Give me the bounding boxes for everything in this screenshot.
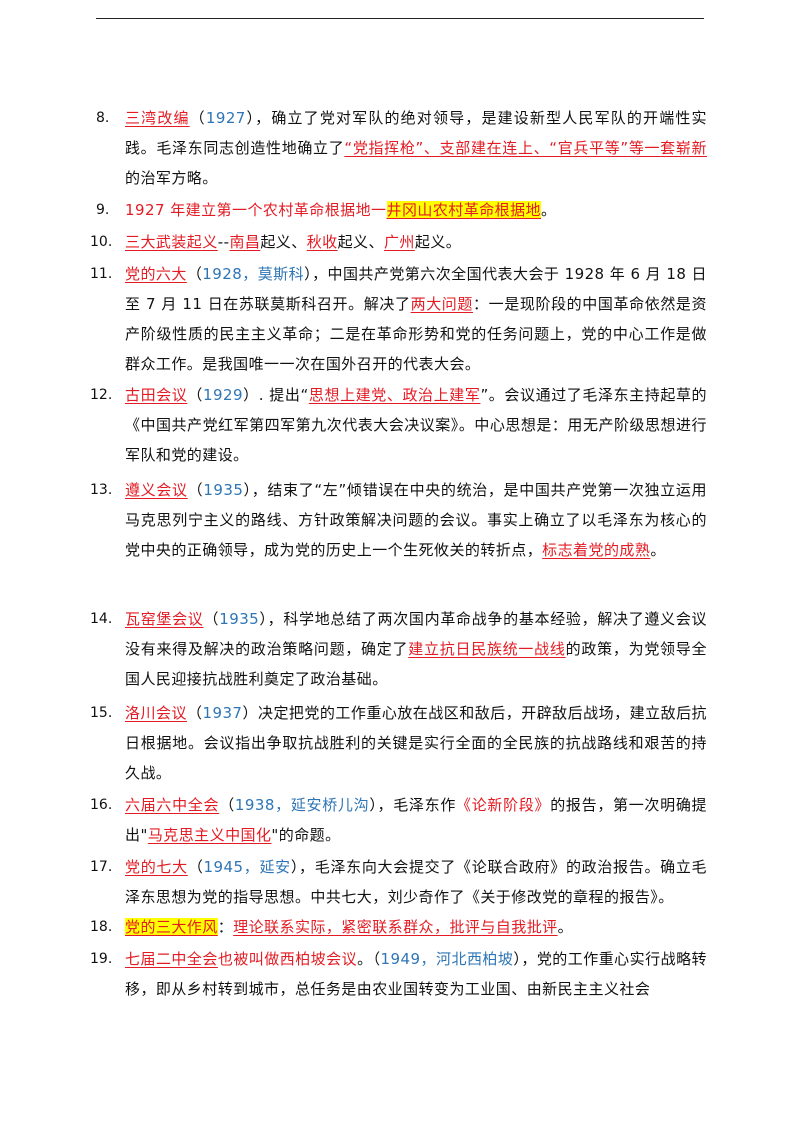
item-number: 11.	[90, 266, 113, 282]
text-segment: 三大武装起义	[125, 233, 218, 251]
text-segment: 的报告，第一次明确提出"	[125, 796, 707, 844]
text-segment: 1945，延安	[203, 858, 291, 876]
text-segment: 等一套崭新	[628, 139, 707, 157]
text-segment: 南昌	[229, 233, 261, 251]
text-segment: 井冈山农村革命根据地	[386, 201, 542, 219]
text-segment: 起义、	[260, 233, 307, 251]
item-text: 遵义会议（1935），结束了“左”倾错误在中央的统治，是中国共产党第一次独立运用…	[125, 475, 707, 565]
item-text: 三湾改编（1927），确立了党对军队的绝对领导，是建设新型人民军队的开端性实践。…	[125, 103, 707, 193]
text-segment: 1949，河北西柏坡	[380, 950, 514, 968]
header-rule	[96, 18, 704, 19]
text-segment: ），科学地总结了两次国内革命战争的基本经验，解决了遵义会议没有来得及解决的政治策…	[125, 610, 707, 658]
item-text: 古田会议（1929）. 提出“思想上建党、政治上建军”。会议通过了毛泽东主持起草…	[125, 380, 707, 470]
item-text: 六届六中全会（1938，延安桥儿沟），毛泽东作《论新阶段》的报告，第一次明确提出…	[125, 790, 707, 850]
text-segment: 瓦窑堡会议	[125, 610, 204, 628]
item-text: 七届二中全会也被叫做西柏坡会议。（1949，河北西柏坡），党的工作重心实行战略转…	[125, 944, 707, 1004]
text-segment: 标志着党的成熟	[542, 541, 651, 559]
text-segment: 1929	[203, 386, 243, 404]
item-text: 党的七大（1945，延安），毛泽东向大会提交了《论联合政府》的政治报告。确立毛泽…	[125, 852, 707, 912]
text-segment: “党指挥枪”、支部建在连上、“官兵平等”	[344, 139, 629, 157]
text-segment: 1935	[203, 481, 244, 499]
text-segment: 党的七大	[125, 858, 188, 876]
text-segment: ：	[217, 918, 234, 936]
text-segment: 党的三大作风	[125, 918, 218, 936]
text-segment: 。（	[357, 950, 381, 968]
text-segment: ），结束了“左”倾错误在中央的统治，是中国共产党第一次独立运用马克思列宁主义的路…	[125, 481, 707, 559]
text-segment: 七届二中全会	[125, 950, 218, 968]
text-segment: 起义。	[414, 233, 462, 251]
text-segment: 两大问题	[410, 295, 474, 313]
text-segment: ）决定把党的工作重心放在战区和敌后，开辟敌后战场，建立敌后抗日根据地。会议指出争…	[125, 704, 707, 782]
text-segment: ），中国共产党第六次全国代表大会于 1928 年 6 月 18 日至 7 月 1…	[125, 265, 708, 313]
text-segment: 起义、	[337, 233, 384, 251]
text-segment: 也被叫做西柏坡会议	[217, 950, 358, 968]
text-segment: 1937	[202, 704, 243, 722]
text-segment: 思想上建党、政治上建军	[308, 386, 481, 404]
text-segment: （	[186, 265, 203, 283]
text-segment: 六届六中全会	[125, 796, 220, 814]
text-segment: ），确立了党对军队的绝对领导，是建设新型人民军队的开端性实践。毛泽东同志创造性地…	[125, 109, 707, 157]
item-number: 9.	[96, 202, 110, 218]
item-number: 18.	[90, 919, 113, 935]
item-number: 12.	[90, 387, 113, 403]
text-segment: ），党的工作重心实行战略转移，即从乡村转到城市，总任务是由农业国转变为工业国、由…	[125, 950, 707, 998]
text-segment: 秋收	[306, 233, 338, 251]
text-segment: （	[187, 386, 203, 404]
text-segment: 建立抗日民族统一战线	[408, 640, 566, 658]
text-segment: 。	[557, 918, 574, 936]
item-number: 14.	[90, 611, 113, 627]
text-segment: 1927 年建立第一个农村革命根据地一	[125, 201, 387, 219]
text-segment: 的治军方略。	[125, 169, 218, 187]
item-number: 13.	[90, 482, 113, 498]
text-segment: 三湾改编	[125, 109, 190, 127]
text-segment: 马克思主义中国化	[147, 826, 272, 844]
text-segment: 1927	[205, 109, 246, 127]
item-number: 10.	[90, 234, 113, 250]
text-segment: --	[217, 233, 230, 251]
text-segment: 遵义会议	[125, 481, 188, 499]
text-segment: 。	[541, 201, 557, 219]
item-number: 8.	[96, 110, 110, 126]
item-text: 党的六大（1928，莫斯科），中国共产党第六次全国代表大会于 1928 年 6 …	[125, 259, 707, 379]
text-segment: ），毛泽东作	[369, 796, 457, 814]
text-segment: ：一是现阶段的中国革命依然是资产阶级性质的民主主义革命；二是在革命形势和党的任务…	[125, 295, 707, 373]
text-segment: "的命题。	[271, 826, 341, 844]
item-number: 16.	[90, 797, 113, 813]
text-segment: 。	[650, 541, 666, 559]
item-text: 瓦窑堡会议（1935），科学地总结了两次国内革命战争的基本经验，解决了遵义会议没…	[125, 604, 707, 694]
text-segment: 1938，延安桥儿沟	[234, 796, 370, 814]
text-segment: 1935	[219, 610, 260, 628]
text-segment: ），毛泽东向大会提交了《论联合政府》的政治报告。确立毛泽东思想为党的指导思想。中…	[125, 858, 707, 906]
text-segment: （	[219, 796, 235, 814]
item-text: 三大武装起义--南昌起义、秋收起义、广州起义。	[125, 227, 707, 257]
text-segment: 广州	[383, 233, 415, 251]
text-segment: （	[186, 704, 203, 722]
text-segment: 的政策，为党领导全国人民迎接抗战胜利奠定了政治基础。	[125, 640, 707, 688]
text-segment: 洛川会议	[125, 704, 187, 722]
text-segment: 理论联系实际，紧密联系群众，批评与自我批评	[233, 918, 558, 936]
text-segment: 古田会议	[125, 386, 188, 404]
text-segment: 1928，莫斯科	[202, 265, 305, 283]
item-number: 17.	[90, 859, 113, 875]
text-segment: （	[187, 858, 204, 876]
text-segment: ）. 提出“	[242, 386, 309, 404]
text-segment: ”。会议通过了毛泽东主持起草的《中国共产党红军第四军第九次代表大会决议案》。中心…	[125, 386, 708, 464]
item-text: 洛川会议（1937）决定把党的工作重心放在战区和敌后，开辟敌后战场，建立敌后抗日…	[125, 698, 707, 788]
text-segment: 《论新阶段》	[456, 796, 551, 814]
item-number: 19.	[90, 951, 113, 967]
item-text: 党的三大作风：理论联系实际，紧密联系群众，批评与自我批评。	[125, 912, 707, 942]
text-segment: （	[189, 109, 206, 127]
item-number: 15.	[90, 705, 113, 721]
text-segment: 党的六大	[125, 265, 187, 283]
text-segment: （	[187, 481, 204, 499]
text-segment: （	[203, 610, 220, 628]
item-text: 1927 年建立第一个农村革命根据地一井冈山农村革命根据地。	[125, 195, 707, 225]
